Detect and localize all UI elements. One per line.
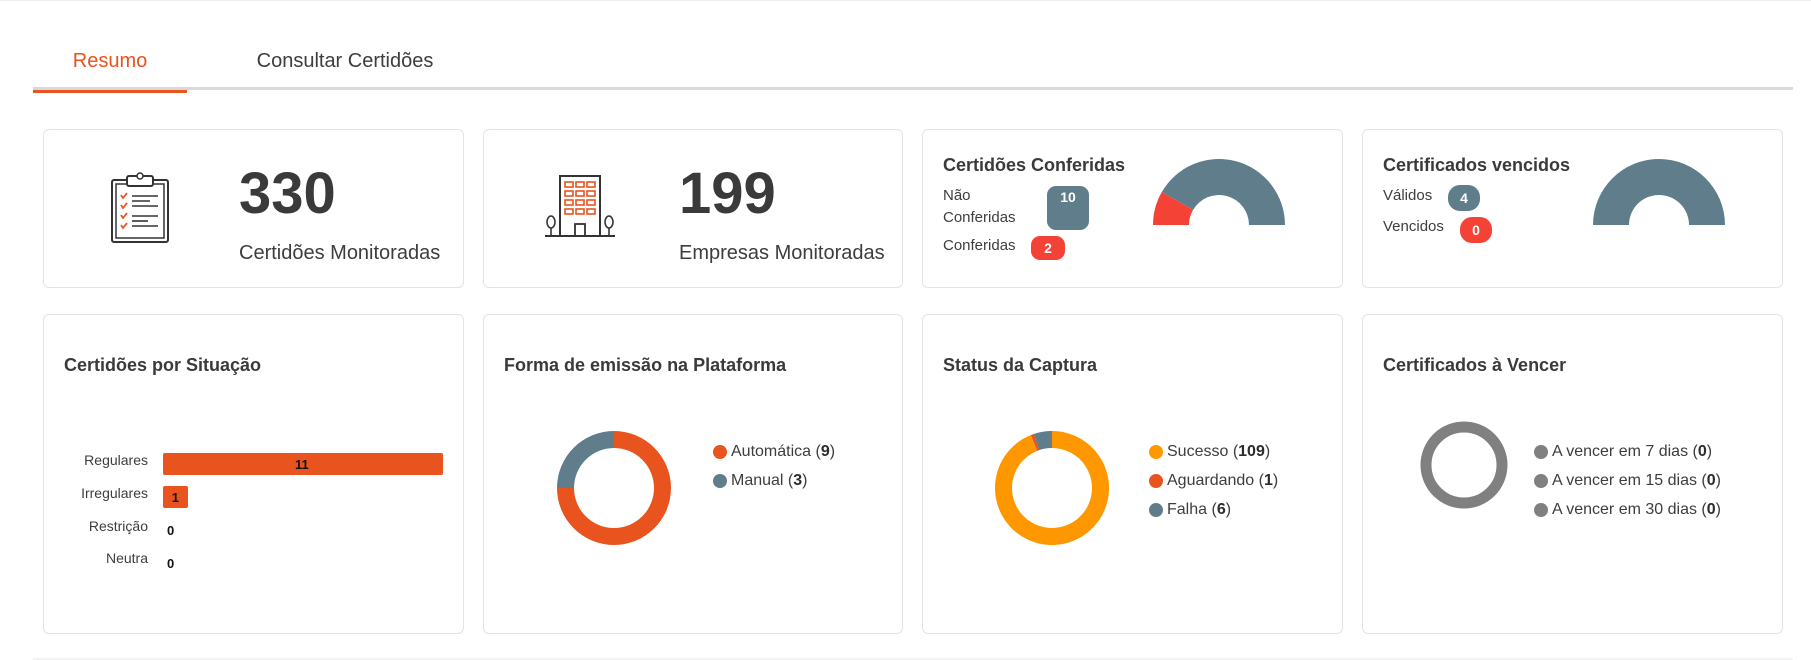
certificados-vencidos-card: Certificados vencidos Válidos 4 Vencidos… (1362, 129, 1783, 288)
bar-label-regulares: Regulares (84, 452, 148, 468)
tab-bar: Resumo Consultar Certidões (33, 40, 1793, 93)
vencidos-badge: 0 (1460, 217, 1492, 243)
legend-value-30-dias: 0 (1706, 501, 1716, 518)
certidoes-conferidas-card: Certidões Conferidas Não Conferidas 10 C… (922, 129, 1343, 288)
legend-dot-7-dias (1534, 445, 1548, 459)
certidoes-monitoradas-card: 330 Certidões Monitoradas (43, 129, 464, 288)
tab-resumo-label: Resumo (72, 50, 148, 72)
conferidas-label: Conferidas (943, 237, 1016, 254)
top-divider (0, 0, 1811, 1)
legend-item-sucesso[interactable]: Sucesso (109) (1149, 442, 1278, 471)
bar-value-irregulares: 1 (171, 490, 179, 505)
empresas-caption: Empresas Monitoradas (679, 242, 885, 264)
donut-slice-sucesso (995, 431, 1109, 545)
bar-irregulares (163, 486, 189, 508)
legend-label-aguardando: Aguardando (1167, 472, 1255, 489)
legend-label-sucesso: Sucesso (1167, 443, 1229, 460)
nao-conferidas-label-line2: Conferidas (943, 209, 1016, 226)
legend-item-30-dias[interactable]: A vencer em 30 dias (0) (1534, 500, 1721, 529)
empresas-monitoradas-card: 199 Empresas Monitoradas (483, 129, 903, 288)
nao-conferidas-badge: 10 (1047, 186, 1089, 230)
legend-dot-30-dias (1534, 503, 1548, 517)
certidoes-count: 330 (239, 161, 336, 226)
emissao-title: Forma de emissão na Plataforma (504, 355, 787, 375)
bar-value-regulares: 11 (295, 457, 309, 472)
bar-label-neutra: Neutra (105, 550, 148, 566)
tab-resumo[interactable]: Resumo (33, 40, 187, 93)
legend-value-7-dias: 0 (1697, 443, 1707, 460)
legend-value-automatica: 9 (820, 443, 830, 460)
situacao-title: Certidões por Situação (64, 355, 262, 375)
legend-item-automatica[interactable]: Automática (9) (713, 442, 835, 471)
conferidas-badge: 2 (1031, 236, 1065, 260)
validos-label: Válidos (1383, 187, 1433, 204)
donut-slice-manual (557, 431, 614, 488)
vencer-title: Certificados à Vencer (1383, 355, 1567, 375)
vencer-legend: A vencer em 7 dias (0) A vencer em 15 di… (1534, 442, 1721, 529)
certificados-a-vencer-card: Certificados à Vencer A vencer em 7 dias… (1362, 314, 1783, 634)
validos-badge: 4 (1448, 185, 1480, 211)
tab-consultar-certidoes-label: Consultar Certidões (256, 50, 434, 72)
legend-value-15-dias: 0 (1706, 472, 1716, 489)
donut-slice-automatica (557, 431, 671, 545)
gauge-segment-conferidas (1153, 192, 1194, 225)
office-building-icon (545, 175, 615, 237)
legend-value-sucesso: 109 (1238, 443, 1265, 460)
status-captura-card: Status da Captura Sucesso (109) Aguardan… (922, 314, 1343, 634)
legend-value-falha: 6 (1216, 501, 1226, 518)
legend-label-30-dias: A vencer em 30 dias (1552, 501, 1697, 518)
bar-label-irregulares: Irregulares (81, 485, 148, 501)
empresas-count: 199 (679, 161, 776, 226)
legend-value-aguardando: 1 (1263, 472, 1273, 489)
legend-dot-manual (713, 474, 727, 488)
bar-value-neutra: 0 (167, 556, 175, 571)
gauge-segment-validos (1593, 159, 1725, 225)
bar-value-restricao: 0 (167, 523, 175, 538)
legend-dot-falha (1149, 503, 1163, 517)
gauge-segment-nao-conferidas (1161, 159, 1285, 225)
bar-label-restricao: Restrição (88, 518, 148, 534)
active-tab-indicator (33, 90, 187, 93)
legend-item-15-dias[interactable]: A vencer em 15 dias (0) (1534, 471, 1721, 500)
vencidos-label: Vencidos (1383, 218, 1444, 235)
vencer-donut-chart (1420, 421, 1508, 509)
legend-dot-sucesso (1149, 445, 1163, 459)
bar-regulares (163, 453, 443, 475)
emissao-legend: Automática (9) Manual (3) (713, 442, 835, 500)
legend-item-manual[interactable]: Manual (3) (713, 471, 835, 500)
conferidas-gauge-chart (1153, 159, 1285, 225)
legend-dot-aguardando (1149, 474, 1163, 488)
legend-label-7-dias: A vencer em 7 dias (1552, 443, 1689, 460)
legend-dot-automatica (713, 445, 727, 459)
vencidos-gauge-chart (1593, 159, 1725, 225)
legend-label-manual: Manual (731, 472, 784, 489)
bottom-divider (33, 658, 1793, 660)
legend-value-manual: 3 (793, 472, 803, 489)
nao-conferidas-label: Não Conferidas (943, 185, 1016, 229)
legend-label-15-dias: A vencer em 15 dias (1552, 472, 1697, 489)
captura-title: Status da Captura (943, 355, 1098, 375)
certidoes-por-situacao-card: Certidões por Situação Regulares Irregul… (43, 314, 464, 634)
legend-label-falha: Falha (1167, 501, 1208, 518)
legend-item-aguardando[interactable]: Aguardando (1) (1149, 471, 1278, 500)
tab-consultar-certidoes[interactable]: Consultar Certidões (223, 40, 467, 90)
certidoes-caption: Certidões Monitoradas (239, 242, 441, 264)
legend-dot-15-dias (1534, 474, 1548, 488)
captura-legend: Sucesso (109) Aguardando (1) Falha (6) (1149, 442, 1278, 529)
emissao-donut-chart (557, 431, 671, 545)
legend-item-7-dias[interactable]: A vencer em 7 dias (0) (1534, 442, 1721, 471)
legend-item-falha[interactable]: Falha (6) (1149, 500, 1278, 529)
empty-donut-ring (1420, 421, 1508, 509)
donut-slice-aguardando (1030, 433, 1040, 451)
nao-conferidas-label-line1: Não (943, 187, 971, 204)
forma-emissao-card: Forma de emissão na Plataforma Automátic… (483, 314, 903, 634)
clipboard-checklist-icon (111, 172, 169, 243)
legend-label-automatica: Automática (731, 443, 812, 460)
donut-slice-falha (1033, 431, 1052, 451)
captura-donut-chart (995, 431, 1109, 545)
conferidas-title: Certidões Conferidas (943, 155, 1126, 175)
vencidos-title: Certificados vencidos (1383, 155, 1571, 175)
